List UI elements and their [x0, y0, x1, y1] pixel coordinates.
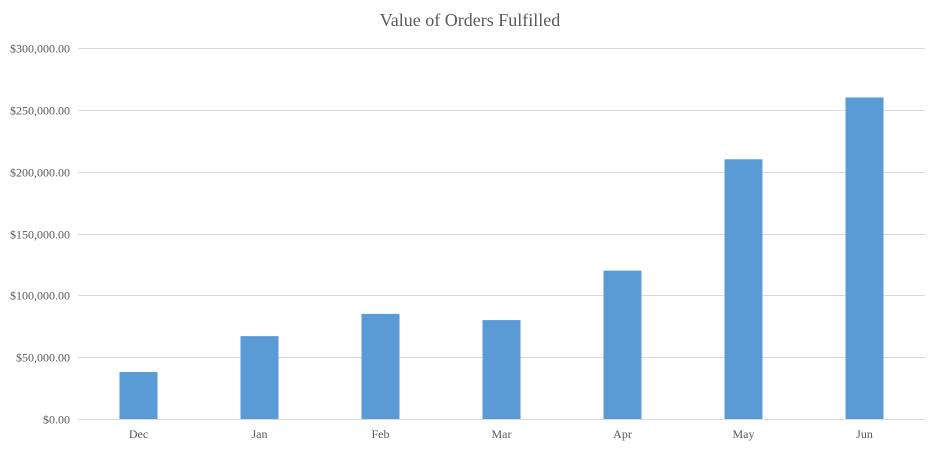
x-tick-label-feb: Feb — [372, 427, 390, 441]
y-axis-tick-labels: $0.00 $50,000.00 $100,000.00 $150,000.00 $20… — [10, 42, 70, 427]
x-tick-label-mar: Mar — [492, 427, 512, 441]
x-axis-tick-labels: Dec Jan Feb Mar Apr May Jun — [129, 427, 873, 441]
y-tick-label: $0.00 — [43, 413, 70, 427]
bar-mar — [482, 320, 521, 419]
x-tick-label-may: May — [733, 427, 755, 441]
x-tick-label-apr: Apr — [613, 427, 632, 441]
y-tick-label: $100,000.00 — [10, 289, 70, 303]
y-tick-label: $300,000.00 — [10, 42, 70, 56]
bar-jun — [845, 97, 884, 419]
bar-jan — [240, 336, 279, 419]
y-tick-label: $50,000.00 — [16, 351, 70, 365]
x-tick-label-jan: Jan — [252, 427, 268, 441]
x-tick-label-jun: Jun — [856, 427, 873, 441]
y-tick-label: $250,000.00 — [10, 104, 70, 118]
y-tick-label: $150,000.00 — [10, 228, 70, 242]
bar-dec — [119, 372, 158, 419]
chart-title: Value of Orders Fulfilled — [379, 10, 561, 30]
x-tick-label-dec: Dec — [129, 427, 148, 441]
y-tick-label: $200,000.00 — [10, 166, 70, 180]
bar-apr — [603, 270, 642, 419]
bars — [119, 97, 884, 420]
bar-may — [724, 159, 763, 420]
bar-feb — [361, 313, 400, 419]
